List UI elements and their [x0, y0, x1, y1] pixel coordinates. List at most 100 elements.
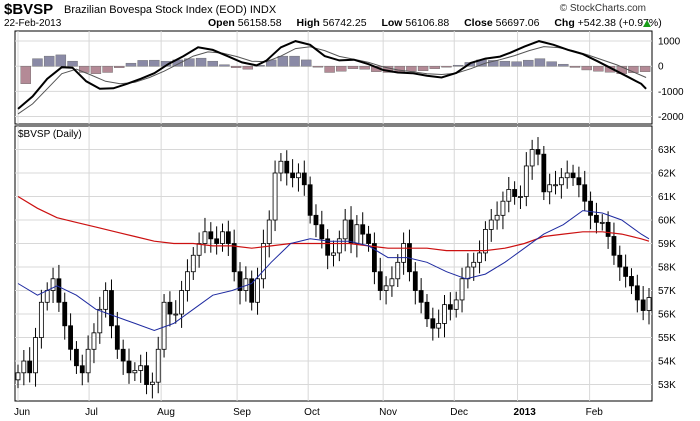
price-y-tick-label: 63K: [658, 145, 676, 156]
candle-body: [62, 301, 68, 327]
candle-body: [488, 219, 494, 230]
ticker-symbol: $BVSP: [4, 1, 54, 18]
candle-body: [97, 308, 103, 334]
macd-histogram-bar: [137, 60, 148, 67]
candle-body: [132, 370, 138, 374]
price-y-tick-label: 54K: [658, 357, 676, 368]
candle-body: [307, 184, 313, 216]
exchange-code: INDX: [249, 4, 277, 16]
candle-body: [477, 252, 482, 263]
x-tick-label: Jul: [85, 407, 98, 418]
candle-body: [564, 172, 570, 179]
candle-body: [237, 271, 243, 291]
candle-body: [85, 348, 91, 374]
candle-body: [436, 323, 442, 329]
macd-y-tick-label: 0: [658, 62, 664, 73]
macd-panel: 1000 0 -1000 -2000: [14, 30, 684, 125]
open-value: 56158.58: [237, 17, 282, 29]
candle-body: [535, 149, 541, 155]
candle-body: [617, 254, 623, 268]
macd-histogram-bar: [546, 61, 557, 67]
candle-body: [366, 233, 371, 244]
candle-body: [354, 224, 360, 244]
quote-date: 22-Feb-2013: [4, 18, 62, 29]
candle-body: [553, 184, 558, 187]
candle-body: [471, 261, 477, 268]
candle-body: [114, 325, 120, 350]
macd-histogram-bar: [125, 62, 137, 67]
candle-body: [109, 290, 114, 327]
macd-y-tick-label: -2000: [658, 112, 684, 123]
close-value: 56697.06: [495, 17, 540, 29]
macd-histogram-bar: [441, 65, 452, 68]
macd-histogram-bar: [312, 65, 324, 68]
candle-body: [453, 299, 459, 310]
index-name: Brazilian Bovespa Stock Index (EOD) INDX: [64, 4, 276, 16]
candle-body: [547, 184, 553, 193]
price-y-tick-label: 58K: [658, 263, 676, 274]
macd-histogram-bar: [79, 65, 90, 73]
macd-histogram-bar: [219, 64, 230, 67]
candle-body: [342, 219, 348, 240]
candle-body: [541, 153, 547, 193]
candle-body: [348, 219, 354, 244]
candle-body: [103, 290, 109, 310]
candle-body: [208, 231, 214, 240]
price-y-tick-label: 56K: [658, 310, 676, 321]
candle-body: [529, 149, 535, 167]
candle-body: [272, 172, 278, 221]
candle-body: [155, 348, 161, 383]
candle-body: [576, 177, 582, 186]
macd-histogram-bar: [289, 55, 300, 67]
candle-body: [401, 243, 407, 263]
macd-histogram-bar: [207, 60, 218, 67]
price-y-tick-label: 53K: [658, 380, 676, 391]
candle-body: [465, 266, 471, 280]
x-tick-label: Nov: [379, 407, 397, 418]
candle-body: [447, 304, 453, 310]
candle-body: [144, 365, 149, 385]
macd-histogram-bar: [277, 55, 289, 67]
macd-histogram-bar: [102, 65, 113, 73]
x-tick-label: Dec: [450, 407, 468, 418]
index-full-name: Brazilian Bovespa Stock Index (EOD): [64, 4, 247, 16]
low-value: 56106.88: [405, 17, 450, 29]
candle-body: [50, 278, 56, 291]
candle-body: [68, 325, 73, 350]
macd-histogram-bar: [20, 65, 31, 84]
candle-body: [389, 278, 395, 287]
x-tick-label: 2013: [514, 407, 537, 418]
candle-body: [599, 221, 605, 224]
candle-body: [623, 266, 629, 277]
macd-histogram-bar: [230, 65, 242, 68]
high-label: High: [296, 17, 320, 29]
price-y-tick-label: 61K: [658, 192, 676, 203]
x-tick-label: Jun: [14, 407, 30, 418]
candle-body: [202, 231, 208, 244]
low-label: Low: [381, 17, 403, 29]
candle-body: [500, 200, 506, 216]
candle-body: [430, 318, 436, 329]
candle-body: [21, 360, 27, 374]
candle-body: [518, 196, 523, 198]
price-y-tick-label: 57K: [658, 286, 676, 297]
macd-histogram-bar: [417, 65, 429, 71]
price-panel: 63K 62K 61K 60K 59K 58K 57K 56K 55K 54K 53K: [14, 125, 676, 402]
candle-body: [260, 243, 266, 280]
macd-histogram-bar: [499, 60, 511, 67]
candle-body: [301, 172, 307, 186]
candle-body: [278, 160, 284, 174]
candle-body: [640, 299, 646, 311]
candle-body: [395, 261, 401, 280]
candle-body: [424, 301, 430, 320]
macd-histogram-bar: [581, 65, 592, 71]
candle-body: [214, 238, 220, 244]
candle-body: [611, 236, 617, 256]
macd-histogram-bar: [43, 55, 55, 67]
macd-histogram-bar: [67, 60, 78, 67]
price-y-tick-label: 62K: [658, 169, 676, 180]
high-value: 56742.25: [322, 17, 367, 29]
candle-body: [371, 243, 377, 273]
macd-line: [17, 40, 647, 110]
x-tick-label: Feb: [586, 407, 604, 418]
